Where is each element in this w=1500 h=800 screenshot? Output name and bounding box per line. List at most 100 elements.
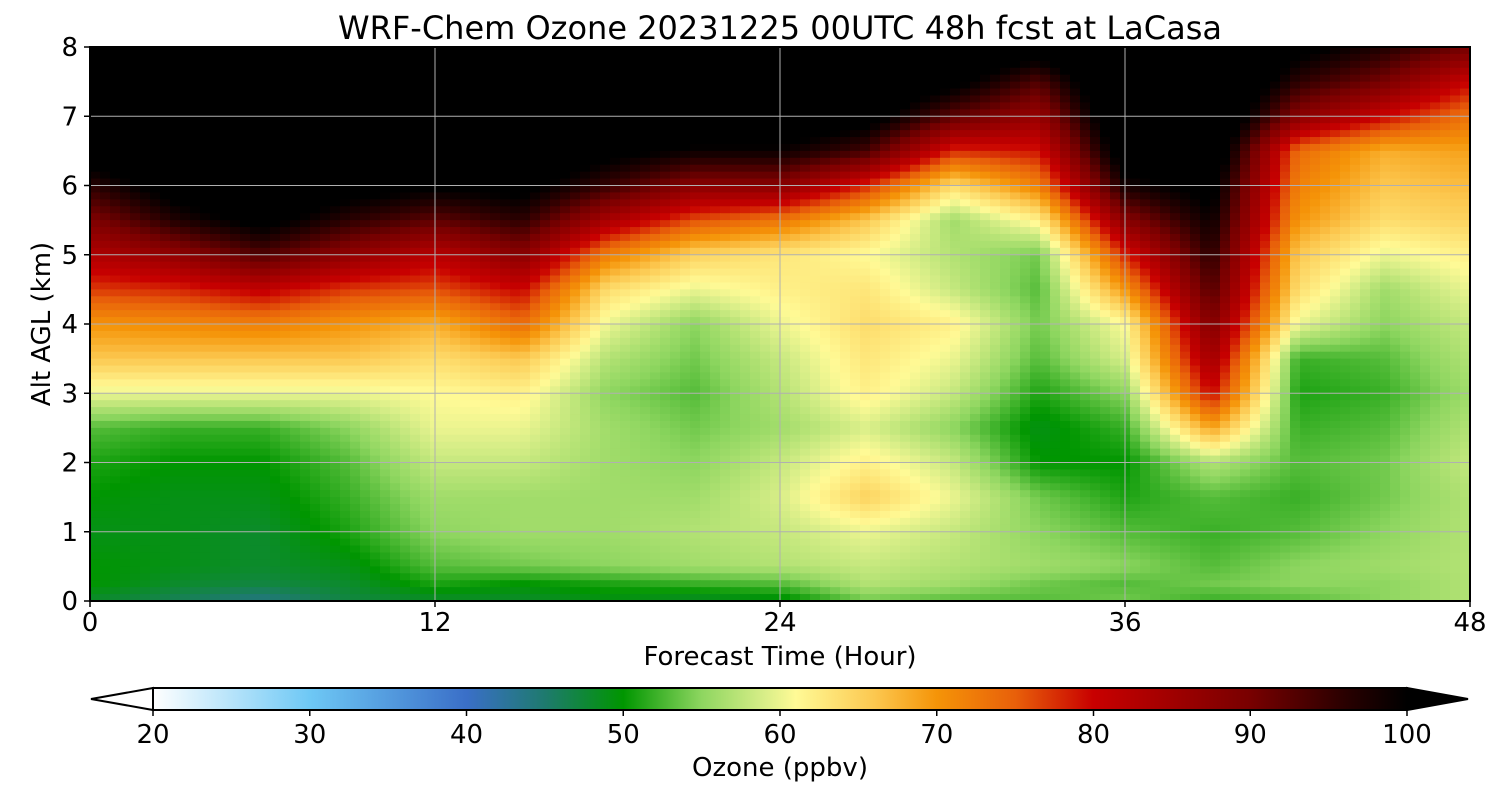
field-cell: [1230, 74, 1241, 83]
field-cell: [1040, 164, 1051, 173]
field-cell: [1240, 137, 1251, 145]
field-cell: [760, 254, 771, 263]
field-cell: [1420, 130, 1431, 138]
field-cell: [1360, 137, 1371, 145]
field-cell: [640, 240, 651, 249]
field-cell: [840, 282, 851, 290]
field-cell: [760, 268, 771, 277]
field-cell: [390, 74, 401, 83]
field-cell: [1400, 123, 1411, 131]
field-cell: [180, 254, 191, 263]
field-cell: [380, 123, 391, 131]
field-cell: [460, 60, 471, 69]
field-cell: [710, 150, 721, 159]
field-cell: [660, 247, 671, 256]
field-cell: [630, 227, 641, 235]
field-cell: [1280, 157, 1291, 166]
field-cell: [710, 74, 721, 83]
field-cell: [1300, 67, 1311, 76]
field-cell: [160, 268, 171, 277]
field-cell: [730, 53, 741, 62]
field-cell: [310, 116, 321, 124]
field-cell: [980, 123, 991, 131]
field-cell: [230, 247, 241, 256]
field-cell: [1220, 282, 1231, 290]
field-cell: [560, 178, 571, 187]
field-cell: [1210, 137, 1221, 145]
field-cell: [640, 109, 651, 117]
field-cell: [1170, 102, 1181, 110]
field-cell: [1200, 143, 1211, 152]
field-cell: [1030, 282, 1041, 290]
field-cell: [1430, 268, 1441, 277]
field-cell: [690, 137, 701, 145]
field-cell: [1000, 192, 1011, 200]
field-cell: [1060, 137, 1071, 145]
field-cell: [1020, 240, 1031, 249]
field-cell: [800, 289, 811, 297]
field-cell: [930, 47, 941, 55]
field-cell: [610, 192, 621, 200]
field-cell: [830, 268, 841, 277]
field-cell: [1100, 185, 1111, 194]
field-cell: [500, 268, 511, 277]
field-cell: [830, 213, 841, 221]
field-cell: [930, 220, 941, 228]
field-cell: [810, 143, 821, 152]
field-cell: [180, 67, 191, 76]
field-cell: [1340, 81, 1351, 90]
field-cell: [460, 123, 471, 131]
field-cell: [760, 247, 771, 256]
field-cell: [400, 261, 411, 270]
field-cell: [500, 289, 511, 297]
field-cell: [120, 88, 131, 97]
field-cell: [520, 289, 531, 297]
field-cell: [1430, 116, 1441, 124]
field-cell: [1350, 137, 1361, 145]
field-cell: [1240, 227, 1251, 235]
field-cell: [780, 74, 791, 83]
field-cell: [910, 213, 921, 221]
field-cell: [180, 192, 191, 200]
field-cell: [900, 53, 911, 62]
field-cell: [1160, 199, 1171, 207]
field-cell: [1340, 137, 1351, 145]
field-cell: [200, 282, 211, 290]
field-cell: [900, 227, 911, 235]
field-cell: [720, 53, 731, 62]
field-cell: [760, 74, 771, 83]
field-cell: [210, 185, 221, 194]
field-cell: [630, 53, 641, 62]
field-cell: [790, 220, 801, 228]
field-cell: [300, 296, 311, 304]
field-cell: [640, 143, 651, 152]
field-cell: [1350, 240, 1361, 249]
field-cell: [940, 67, 951, 76]
field-cell: [670, 254, 681, 263]
field-cell: [630, 192, 641, 200]
field-cell: [570, 171, 581, 180]
field-cell: [520, 81, 531, 90]
field-cell: [490, 109, 501, 117]
field-cell: [1430, 261, 1441, 270]
field-cell: [610, 74, 621, 83]
field-cell: [240, 116, 251, 124]
field-cell: [340, 53, 351, 62]
field-cell: [350, 192, 361, 200]
field-cell: [1400, 171, 1411, 180]
field-cell: [1250, 143, 1261, 152]
field-cell: [1380, 185, 1391, 194]
field-cell: [1200, 47, 1211, 55]
field-cell: [100, 240, 111, 249]
field-cell: [1300, 247, 1311, 256]
field-cell: [300, 185, 311, 194]
field-cell: [1130, 81, 1141, 90]
field-cell: [340, 268, 351, 277]
field-cell: [690, 164, 701, 173]
field-cell: [1370, 137, 1381, 145]
field-cell: [530, 227, 541, 235]
field-cell: [1410, 53, 1421, 62]
field-cell: [860, 81, 871, 90]
field-cell: [930, 143, 941, 152]
field-cell: [440, 137, 451, 145]
